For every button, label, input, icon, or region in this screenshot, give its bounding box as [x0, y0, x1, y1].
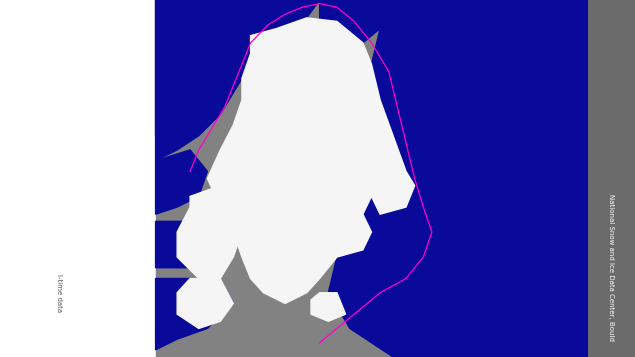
- Polygon shape: [415, 136, 479, 196]
- Bar: [156, 0, 587, 357]
- Polygon shape: [328, 0, 587, 357]
- Text: l-time data: l-time data: [56, 274, 62, 312]
- Polygon shape: [208, 18, 415, 303]
- Polygon shape: [177, 186, 242, 278]
- Polygon shape: [156, 0, 319, 161]
- Bar: [0, 0, 156, 357]
- Polygon shape: [177, 278, 233, 328]
- Bar: [587, 0, 635, 357]
- Polygon shape: [156, 0, 319, 136]
- Polygon shape: [156, 221, 208, 268]
- Polygon shape: [156, 150, 208, 214]
- Polygon shape: [319, 0, 393, 43]
- Text: National Snow and Ice Data Center, Bould: National Snow and Ice Data Center, Bould: [608, 194, 614, 341]
- Polygon shape: [156, 278, 233, 350]
- Polygon shape: [311, 293, 345, 321]
